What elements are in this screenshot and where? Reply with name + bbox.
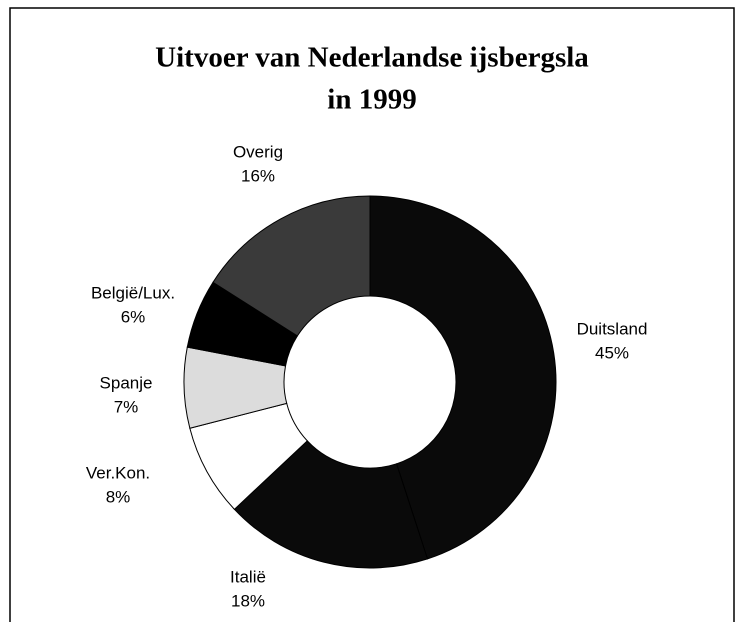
slice-value-label: 7% — [114, 397, 139, 416]
slice-label: Spanje — [100, 373, 153, 392]
slice — [212, 195, 371, 337]
chart-title: in 1999 — [327, 84, 416, 116]
slice-label: Ver.Kon. — [86, 463, 150, 482]
slice-value-label: 45% — [595, 343, 629, 362]
slice-label: België/Lux. — [91, 283, 175, 302]
slice — [233, 440, 429, 569]
slice-value-label: 6% — [121, 307, 146, 326]
slice-value-label: 18% — [231, 591, 265, 610]
slice-value-label: 8% — [106, 487, 131, 506]
slice — [369, 195, 557, 560]
slice-label: Duitsland — [577, 319, 648, 338]
chart-title: Uitvoer van Nederlandse ijsbergsla — [155, 42, 589, 74]
slice-value-label: 16% — [241, 166, 275, 185]
slice-label: Italië — [230, 567, 266, 586]
slice-label: Overig — [233, 142, 283, 161]
